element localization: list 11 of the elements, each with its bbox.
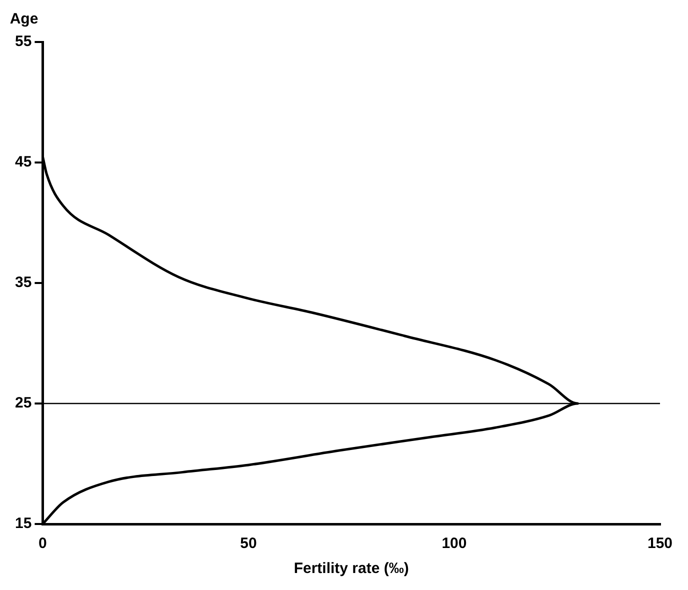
x-tick-label: 50	[240, 535, 257, 552]
y-axis-title: Age	[10, 10, 38, 28]
y-tick-label: 45	[14, 154, 32, 171]
y-tick-label: 25	[14, 394, 32, 412]
y-tick-label: 55	[14, 33, 32, 50]
x-tick-label: 150	[647, 535, 673, 552]
x-axis-title: Fertility rate (‰)	[294, 560, 409, 578]
y-tick-label: 35	[14, 274, 32, 292]
x-tick-label: 100	[442, 535, 467, 552]
y-tick-label: 15	[14, 515, 32, 532]
x-tick-label: 0	[38, 535, 47, 552]
